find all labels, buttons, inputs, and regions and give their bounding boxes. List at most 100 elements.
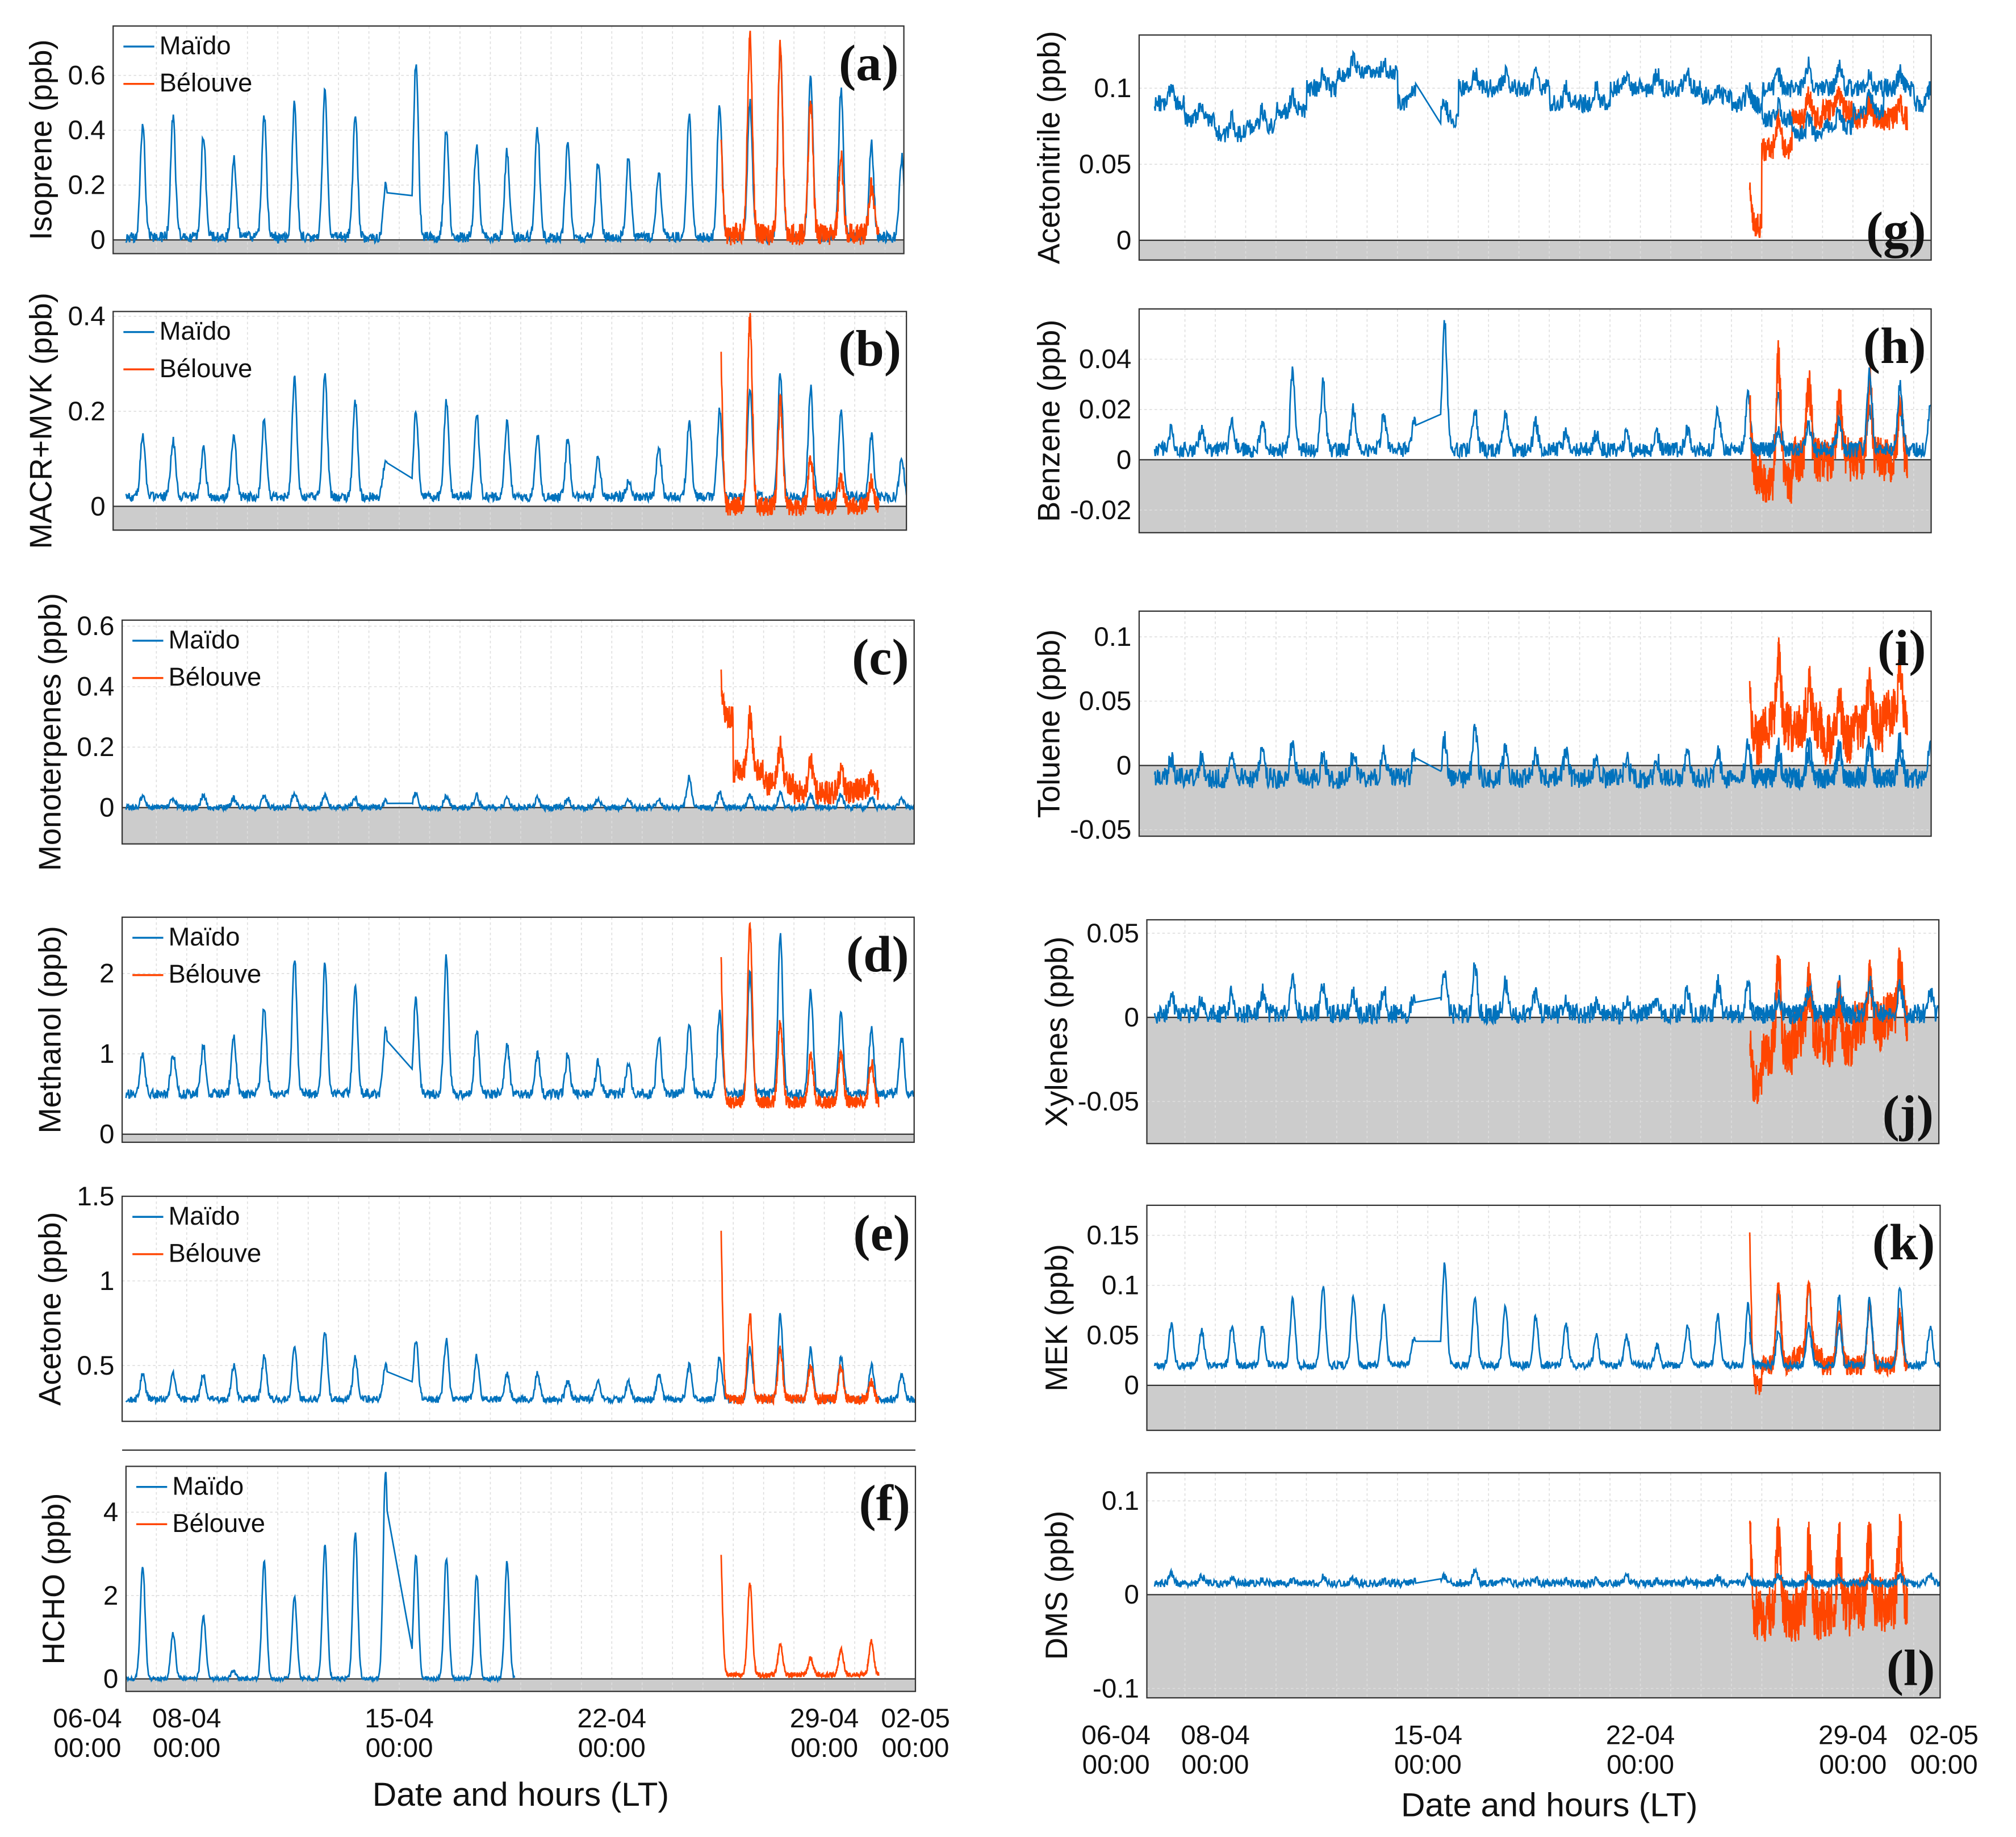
legend-label: Bélouve xyxy=(172,1509,265,1538)
y-tick-label: 0.1 xyxy=(1094,73,1131,103)
y-tick-label: 0.15 xyxy=(1086,1221,1139,1251)
y-axis-label: HCHO (ppb) xyxy=(36,1493,71,1665)
legend-label: Maïdo xyxy=(172,1471,244,1500)
y-tick-label: 4 xyxy=(103,1497,118,1527)
y-tick-label: 0.2 xyxy=(68,170,106,201)
y-axis-label: Acetone (ppb) xyxy=(32,1212,67,1405)
panel-label: (a) xyxy=(839,34,899,91)
negative-region-shade xyxy=(1139,240,1931,260)
x-tick-time: 00:00 xyxy=(1182,1750,1249,1780)
y-tick-label: 0 xyxy=(99,1120,114,1150)
y-tick-label: 2 xyxy=(99,959,114,989)
panel-label: (c) xyxy=(852,628,909,686)
panel-g: 0 0.05 0.1 Acetonitrile (ppb) (g) xyxy=(1032,31,1932,264)
legend-label: Maïdo xyxy=(169,922,240,951)
y-tick-label: 0.4 xyxy=(77,672,114,702)
maido-series-overlay xyxy=(1749,736,1909,791)
axes-frame xyxy=(1146,1204,1941,1431)
y-axis-label: MACR+MVK (ppb) xyxy=(24,293,58,549)
y-tick-label: 1 xyxy=(99,1266,114,1296)
panel-k: 0 0.05 0.1 0.15 MEK (ppb) (k) xyxy=(1039,1204,1941,1431)
y-axis-label: MEK (ppb) xyxy=(1039,1244,1074,1392)
negative-region-shade xyxy=(1147,1594,1940,1698)
axes-frame xyxy=(1146,1472,1941,1699)
x-tick-time: 00:00 xyxy=(1394,1750,1462,1780)
axes-frame xyxy=(112,25,905,254)
y-axis-label: Methanol (ppb) xyxy=(32,926,67,1133)
legend-label: Bélouve xyxy=(169,662,262,691)
y-axis-label: DMS (ppb) xyxy=(1039,1511,1074,1660)
x-tick-date: 08-04 xyxy=(1181,1721,1250,1751)
y-tick-label: 0 xyxy=(90,491,105,521)
legend-label: Bélouve xyxy=(160,354,253,383)
legend-label: Maïdo xyxy=(169,625,240,654)
y-tick-label: 0.04 xyxy=(1079,344,1132,374)
x-tick-time: 00:00 xyxy=(1082,1750,1150,1780)
negative-region-shade xyxy=(1139,460,1931,533)
y-tick-label: 0.6 xyxy=(77,611,114,641)
axes-frame xyxy=(112,311,907,531)
panel-h: -0.02 0 0.02 0.04 Benzene (ppb) (h) xyxy=(1032,308,1932,533)
panel-j: -0.05 0 0.05 Xylenes (ppb) (j) xyxy=(1039,918,1940,1145)
y-tick-label: 0.05 xyxy=(1079,686,1132,716)
maido-series-overlay xyxy=(1749,69,1909,142)
belouve-series xyxy=(1749,1514,1908,1642)
panel-label: (h) xyxy=(1863,317,1926,374)
plot-area xyxy=(113,26,904,254)
y-tick-label: 0.4 xyxy=(68,302,106,332)
axes-frame xyxy=(1138,308,1932,533)
x-tick-time: 00:00 xyxy=(53,1733,121,1763)
y-tick-label: 0 xyxy=(1116,226,1131,256)
maido-series-overlay xyxy=(1749,367,1908,460)
negative-region-shade xyxy=(1147,1017,1939,1144)
legend-label: Maïdo xyxy=(169,1201,240,1230)
maido-series xyxy=(126,1472,516,1684)
x-tick-date: 08-04 xyxy=(152,1704,221,1734)
x-tick-time: 00:00 xyxy=(1607,1750,1674,1780)
y-axis-label: Xylenes (ppb) xyxy=(1039,937,1074,1127)
panel-label: (b) xyxy=(838,319,901,377)
y-tick-label: 0 xyxy=(1116,445,1131,475)
y-tick-label: -0.1 xyxy=(1093,1673,1139,1704)
x-tick-time: 00:00 xyxy=(578,1733,646,1763)
legend-label: Maïdo xyxy=(160,316,231,345)
panel-b: 0 0.2 0.4 MACR+MVK (ppb) (b) Maïdo Bélouve xyxy=(24,293,907,549)
y-axis-label: Toluene (ppb) xyxy=(1032,629,1066,818)
y-tick-label: 0.2 xyxy=(77,732,114,762)
y-tick-label: 0.2 xyxy=(68,396,106,427)
belouve-series xyxy=(1749,637,1908,766)
panel-label: (l) xyxy=(1887,1639,1935,1696)
maido-series-overlay xyxy=(1749,975,1909,1025)
axes-frame xyxy=(121,916,915,1143)
panel-label: (g) xyxy=(1866,201,1926,258)
x-tick-time: 00:00 xyxy=(790,1733,858,1763)
panel-e: 0.5 1 1.5 Acetone (ppb) (e) Maïdo Bélouve xyxy=(32,1181,917,1451)
y-axis-label: Monoterpenes (ppb) xyxy=(32,593,67,871)
belouve-series xyxy=(720,30,880,246)
x-tick-date: 06-04 xyxy=(53,1704,122,1734)
y-tick-label: 0.1 xyxy=(1102,1271,1139,1301)
maido-series-overlay xyxy=(1749,1573,1909,1589)
legend-label: Bélouve xyxy=(169,959,262,988)
y-tick-label: 0.4 xyxy=(68,115,106,145)
axes-frame xyxy=(1146,919,1940,1145)
y-tick-label: -0.05 xyxy=(1078,1087,1139,1117)
panel-c: 0 0.2 0.4 0.6 Monoterpenes (ppb) (c) Maïdo Bélo… xyxy=(32,593,915,871)
plot-area xyxy=(122,1196,915,1422)
x-tick-time: 00:00 xyxy=(1910,1750,1978,1780)
y-tick-label: 1.5 xyxy=(77,1181,114,1212)
belouve-series xyxy=(720,313,880,517)
maido-series xyxy=(125,933,914,1101)
axes-frame xyxy=(121,1195,917,1422)
y-tick-label: 0.6 xyxy=(68,61,106,91)
y-tick-label: 0.05 xyxy=(1086,918,1139,949)
maido-series xyxy=(1153,49,1931,143)
legend-label: Maïdo xyxy=(160,31,231,60)
belouve-series xyxy=(1749,340,1908,504)
panel-label: (k) xyxy=(1872,1213,1935,1271)
y-tick-label: 0.05 xyxy=(1079,149,1132,179)
maido-series xyxy=(125,774,914,813)
